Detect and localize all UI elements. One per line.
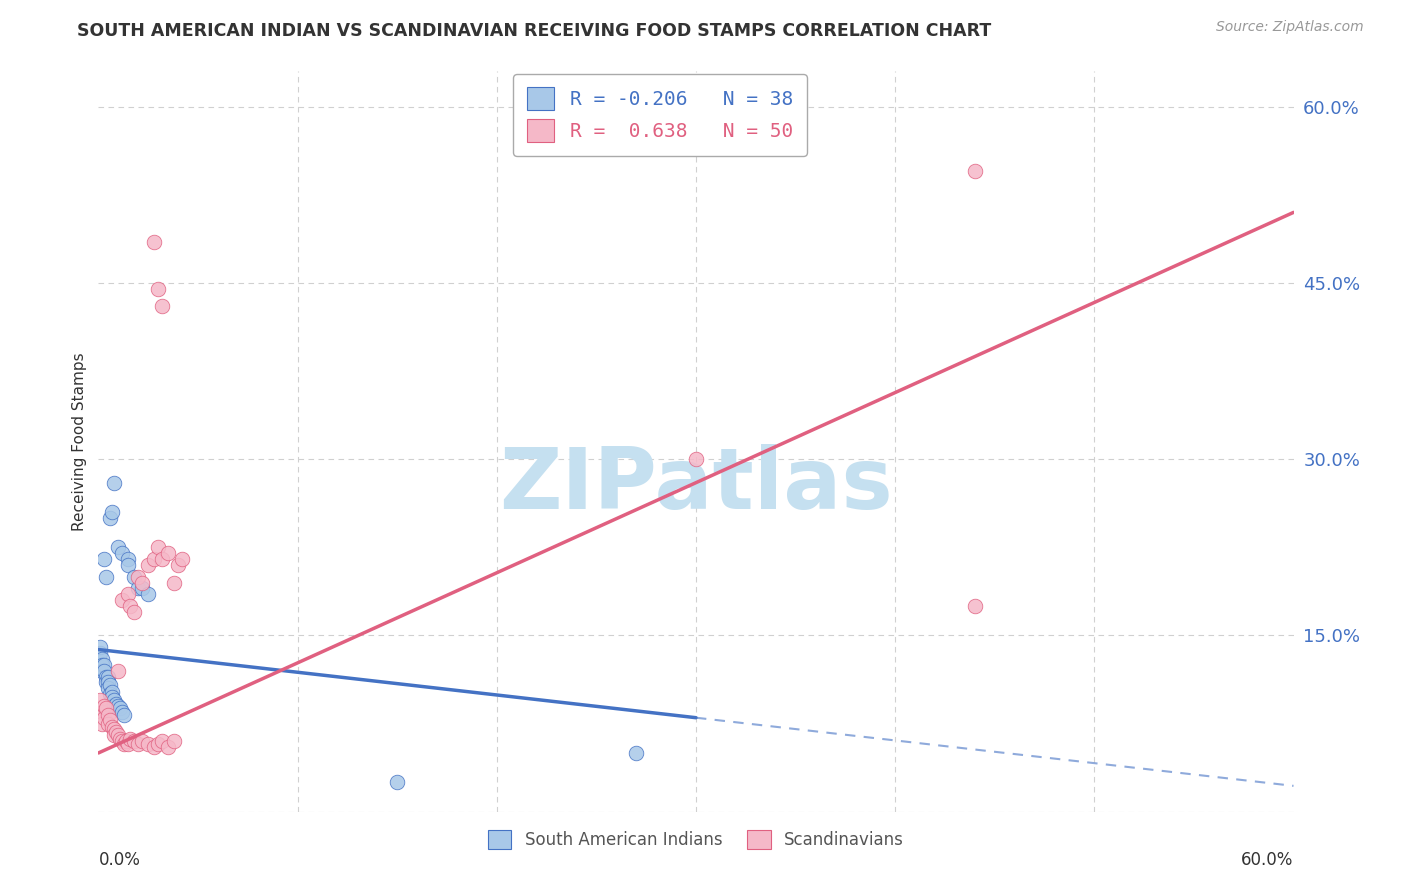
Text: SOUTH AMERICAN INDIAN VS SCANDINAVIAN RECEIVING FOOD STAMPS CORRELATION CHART: SOUTH AMERICAN INDIAN VS SCANDINAVIAN RE… — [77, 22, 991, 40]
Point — [163, 734, 186, 748]
Point — [131, 582, 153, 596]
Point — [150, 299, 173, 313]
Text: ZIPatlas: ZIPatlas — [499, 444, 893, 527]
Point — [143, 552, 166, 566]
Point — [150, 552, 173, 566]
Point — [107, 664, 129, 678]
Point — [150, 734, 173, 748]
Point — [103, 728, 125, 742]
Point — [148, 282, 170, 296]
Point — [117, 587, 139, 601]
Point — [98, 678, 122, 692]
Point — [167, 558, 190, 572]
Point — [98, 713, 122, 727]
Point — [101, 720, 124, 734]
Point — [107, 541, 129, 555]
Point — [103, 693, 125, 707]
Y-axis label: Receiving Food Stamps: Receiving Food Stamps — [72, 352, 87, 531]
Point — [98, 687, 122, 701]
Point — [127, 570, 149, 584]
Legend: South American Indians, Scandinavians: South American Indians, Scandinavians — [478, 820, 914, 859]
Point — [157, 546, 180, 560]
Point — [96, 570, 118, 584]
Point — [163, 575, 186, 590]
Point — [136, 558, 159, 572]
Point — [115, 734, 138, 748]
Point — [963, 164, 986, 178]
Text: Source: ZipAtlas.com: Source: ZipAtlas.com — [1216, 20, 1364, 34]
Point — [93, 657, 115, 672]
Point — [111, 546, 134, 560]
Point — [103, 475, 125, 490]
Point — [136, 587, 159, 601]
Point — [120, 599, 142, 613]
Point — [131, 734, 153, 748]
Point — [91, 664, 114, 678]
Point — [89, 646, 111, 660]
Point — [103, 723, 125, 737]
Point — [143, 740, 166, 755]
Point — [111, 705, 134, 719]
Text: 60.0%: 60.0% — [1241, 851, 1294, 869]
Point — [91, 657, 114, 672]
Point — [143, 235, 166, 249]
Point — [172, 552, 194, 566]
Point — [117, 552, 139, 566]
Point — [97, 669, 120, 683]
Point — [91, 652, 114, 666]
Point — [101, 685, 124, 699]
Point — [91, 705, 114, 719]
Point — [97, 681, 120, 696]
Point — [110, 731, 132, 746]
Point — [107, 698, 129, 713]
Point — [124, 734, 146, 748]
Point — [963, 599, 986, 613]
Point — [103, 698, 125, 713]
Point — [96, 675, 118, 690]
Point — [685, 452, 707, 467]
Point — [136, 737, 159, 751]
Point — [105, 697, 128, 711]
Point — [626, 746, 648, 760]
Point — [105, 724, 128, 739]
Point — [124, 570, 146, 584]
Point — [97, 675, 120, 690]
Text: 0.0%: 0.0% — [98, 851, 141, 869]
Point — [157, 740, 180, 755]
Point — [101, 690, 124, 704]
Point — [107, 728, 129, 742]
Point — [111, 734, 134, 748]
Point — [93, 711, 115, 725]
Point — [89, 640, 111, 655]
Point — [93, 698, 115, 713]
Point — [120, 731, 142, 746]
Point — [96, 701, 118, 715]
Point — [385, 775, 409, 789]
Point — [96, 669, 118, 683]
Point — [93, 664, 115, 678]
Point — [97, 708, 120, 723]
Point — [93, 552, 115, 566]
Point — [117, 558, 139, 572]
Point — [111, 593, 134, 607]
Point — [131, 575, 153, 590]
Point — [124, 605, 146, 619]
Point — [127, 737, 149, 751]
Point — [101, 505, 124, 519]
Point — [148, 737, 170, 751]
Point — [148, 541, 170, 555]
Point — [112, 708, 135, 723]
Point — [89, 693, 111, 707]
Point — [127, 582, 149, 596]
Point — [112, 737, 135, 751]
Point — [98, 511, 122, 525]
Point — [97, 716, 120, 731]
Point — [91, 716, 114, 731]
Point — [117, 737, 139, 751]
Point — [110, 701, 132, 715]
